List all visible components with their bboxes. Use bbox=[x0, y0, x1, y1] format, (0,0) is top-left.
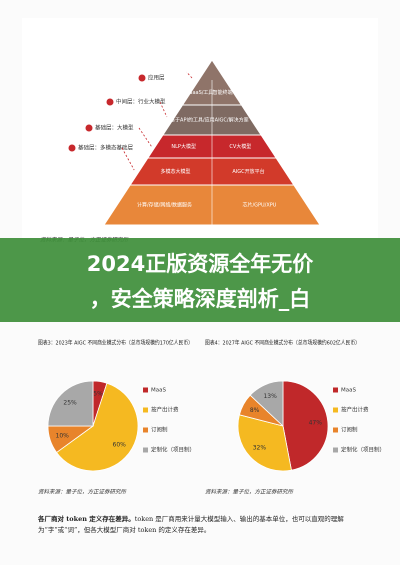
slice-label: 10% bbox=[56, 433, 70, 440]
pie-slice bbox=[237, 414, 292, 472]
legend-label: 按产出计费 bbox=[341, 406, 369, 414]
label-icon bbox=[85, 124, 93, 132]
legend-label: 定制化（项目制） bbox=[151, 446, 195, 454]
overlay-title: 2024正版资源全年无价 bbox=[87, 252, 314, 276]
legend-label: 按产出计费 bbox=[151, 406, 179, 414]
dashed-arrow bbox=[186, 71, 193, 79]
chart-source: 资料来源：量子位，方正证券研究所 bbox=[205, 489, 295, 496]
layer-label: NLP大模型 bbox=[171, 143, 196, 150]
label-icon bbox=[106, 98, 114, 106]
legend-swatch bbox=[143, 447, 148, 453]
slice-label: 13% bbox=[263, 393, 277, 400]
pie-slice bbox=[249, 380, 284, 427]
layer-label: 芯片/GPU/XPU bbox=[242, 202, 276, 209]
left-label: 基础层：多模态基础层 bbox=[78, 144, 134, 152]
legend-label: MaaS bbox=[341, 388, 356, 394]
slice-label: 47% bbox=[309, 419, 323, 426]
layer-label: 智能终端 bbox=[213, 89, 233, 96]
overlay-title: ，安全策略深度剖析_白 bbox=[90, 287, 311, 311]
dashed-arrow bbox=[159, 101, 168, 118]
legend-swatch bbox=[143, 407, 148, 413]
slice-label: 32% bbox=[253, 445, 267, 452]
legend-swatch bbox=[143, 387, 148, 393]
label-icon bbox=[138, 74, 146, 82]
layer-label: SaaS/工具 bbox=[189, 90, 213, 96]
layer-label: 基于API的工具/应用 bbox=[170, 117, 215, 124]
overlay-band bbox=[0, 238, 400, 322]
pie-slice bbox=[282, 380, 329, 471]
layer-label: AIGC开放平台 bbox=[232, 168, 264, 175]
legend-label: 订阅制 bbox=[341, 426, 358, 434]
legend-swatch bbox=[333, 387, 338, 393]
footer-text: 各厂商对 token 定义存在差异。token 是厂商用来计量大模型输入、输出的… bbox=[38, 514, 368, 536]
legend-swatch bbox=[143, 427, 148, 433]
layer-label: AIGC/解决方案 bbox=[215, 117, 249, 124]
chart-title: 图表4：2027年 AIGC 不同商业模式分布（总市场规模约602亿人民币） bbox=[205, 339, 360, 347]
left-label: 应用层 bbox=[148, 74, 165, 82]
chart-source: 资料来源：量子位，方正证券研究所 bbox=[38, 489, 128, 496]
left-label: 基础层：大模型 bbox=[95, 124, 134, 132]
footer-bold: 各厂商对 token 定义存在差异。 bbox=[38, 515, 135, 523]
footer-body: token 是厂商用来计量大模型输入、输出的基本单位，也可以直观的理解为“字”或… bbox=[38, 515, 344, 534]
legend-swatch bbox=[333, 407, 338, 413]
slice-label: 5% bbox=[93, 390, 103, 397]
chart-title: 图表3：2023年 AIGC 不同商业模式分布（总市场规模约170亿人民币） bbox=[38, 339, 193, 347]
slice-label: 60% bbox=[113, 442, 127, 449]
layer-label: CV大模型 bbox=[229, 143, 251, 150]
pie-slice bbox=[56, 382, 139, 472]
legend-label: 订阅制 bbox=[151, 426, 168, 434]
slice-label: 8% bbox=[250, 407, 260, 414]
layer-label: 计算/存储/网络/数据服务 bbox=[137, 202, 192, 209]
slice-label: 25% bbox=[63, 400, 77, 407]
left-label: 中间层：行业大模型 bbox=[116, 98, 166, 106]
label-icon bbox=[68, 144, 76, 152]
legend-label: MaaS bbox=[151, 388, 166, 394]
pie-slice bbox=[47, 380, 94, 427]
charts: 图表3：2023年 AIGC 不同商业模式分布（总市场规模约170亿人民币） 5%… bbox=[38, 339, 385, 496]
dashed-arrow bbox=[121, 147, 135, 171]
layer-label: 多模态大模型 bbox=[161, 168, 191, 175]
footer: 各厂商对 token 定义存在差异。token 是厂商用来计量大模型输入、输出的… bbox=[38, 514, 368, 536]
legend-swatch bbox=[333, 427, 338, 433]
legend-swatch bbox=[333, 447, 338, 453]
legend-label: 定制化（项目制） bbox=[341, 446, 385, 454]
